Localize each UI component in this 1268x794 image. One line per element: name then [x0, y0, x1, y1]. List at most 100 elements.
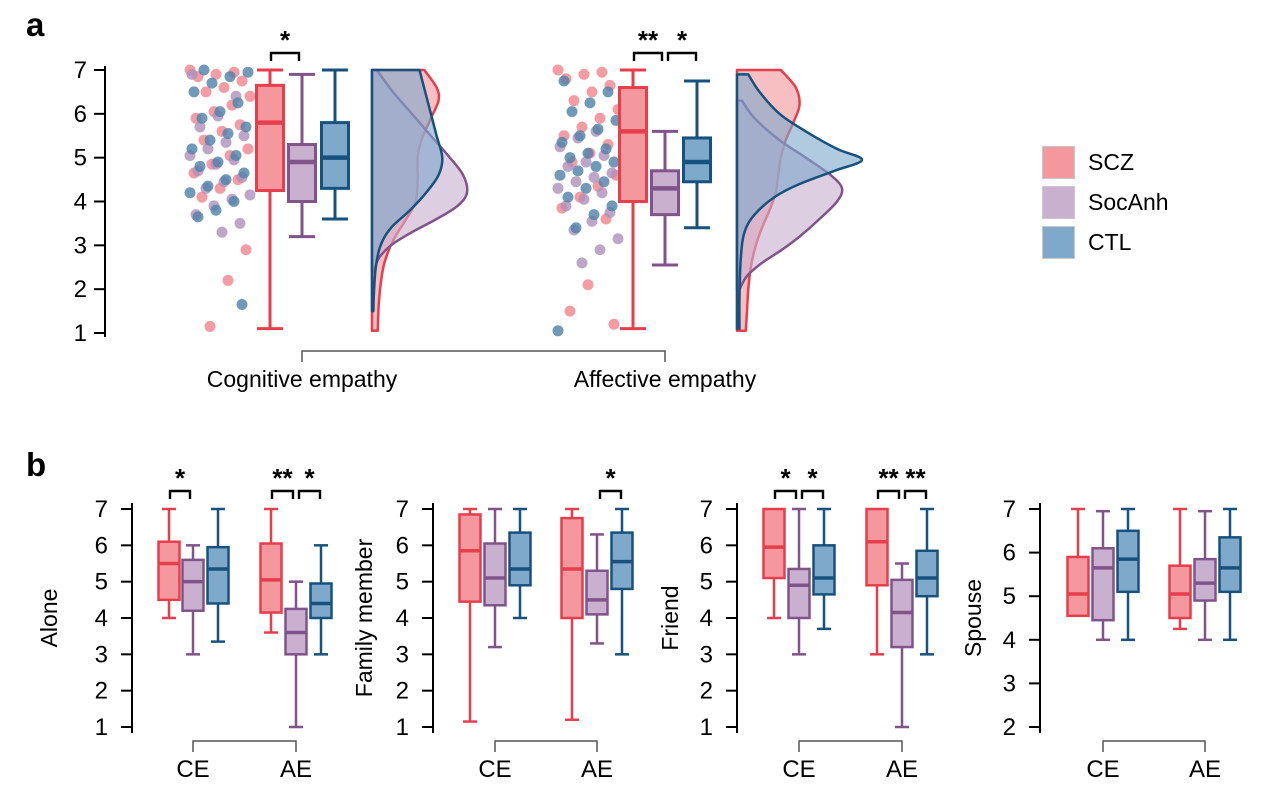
y-tick-label: 5 [74, 145, 87, 172]
data-point-CTL [236, 299, 248, 311]
sig-bracket-line [297, 489, 322, 499]
box-iqr [812, 544, 836, 596]
data-point-CTL [194, 160, 206, 172]
panel-a-label: a [26, 6, 45, 43]
box-iqr [206, 545, 230, 605]
box-iqr [1168, 564, 1192, 620]
box-iqr [309, 582, 333, 620]
legend-swatch-scz [1042, 146, 1075, 179]
significance-bracket: * [666, 25, 698, 61]
data-point-CTL [606, 200, 618, 212]
y-tick-label: 6 [396, 532, 409, 559]
y-tick-label: 4 [95, 605, 108, 632]
y-tick-label: 4 [74, 189, 87, 216]
boxplot-SocAnh-Affective empathy [650, 129, 680, 267]
data-point-CTL [186, 143, 198, 155]
data-point-CTL [242, 66, 254, 78]
x-category-label-ce: CE [478, 756, 511, 783]
box-iqr [865, 507, 889, 587]
data-point-CTL [602, 86, 614, 98]
sig-bracket-line [773, 489, 798, 499]
significance-bracket: * [800, 463, 825, 499]
data-point-CTL [556, 136, 568, 148]
boxplot-SocAnh-AE-Spouse [1193, 509, 1217, 642]
data-point-CTL [238, 167, 250, 179]
panel-a-category-affective: ** * [552, 25, 864, 337]
data-point-SCZ [236, 75, 248, 87]
y-tick-label: 7 [396, 496, 409, 523]
x-category-label-ce: CE [176, 756, 209, 783]
panel-a-category-cognitive: * [184, 25, 469, 333]
data-point-CTL [588, 209, 600, 221]
box-iqr [508, 531, 532, 587]
significance-bracket: ** [270, 463, 295, 499]
data-point-CTL [204, 134, 216, 146]
legend-item-socanh: SocAnh [1042, 186, 1169, 219]
data-point-SCZ [594, 112, 606, 124]
data-point-SocAnh [594, 244, 606, 256]
data-point-SCZ [582, 279, 594, 291]
boxplot-SocAnh-Cognitive empathy [287, 72, 317, 239]
data-point-CTL [600, 143, 612, 155]
y-tick-label: 1 [396, 714, 409, 741]
sig-label: * [304, 463, 315, 493]
data-point-CTL [574, 130, 586, 142]
category-axis-bracket [798, 740, 903, 752]
box-iqr [1066, 555, 1090, 618]
x-category-label-ae: AE [1189, 756, 1221, 783]
y-axis: 2 3 4 5 6 7 [1003, 496, 1041, 741]
boxplot-SocAnh-AE-Family member [585, 533, 609, 645]
data-point-SCZ [552, 64, 564, 76]
data-point-SCZ [576, 121, 588, 133]
data-point-CTL [562, 191, 574, 203]
x-category-label-ae: AE [581, 756, 613, 783]
data-point-CTL [212, 156, 224, 168]
x-category-label-ce: CE [1086, 756, 1119, 783]
data-point-CTL [188, 86, 200, 98]
boxplot-SCZ-Affective empathy [618, 68, 648, 331]
data-point-SocAnh [580, 156, 592, 168]
data-point-SCZ [204, 320, 216, 332]
box-iqr [618, 86, 648, 203]
y-axis-title: Spouse [960, 579, 986, 657]
data-point-CTL [228, 196, 240, 207]
data-point-CTL [192, 211, 204, 223]
data-point-SCZ [210, 68, 222, 80]
data-point-SocAnh [606, 167, 618, 179]
data-point-SocAnh [194, 121, 206, 133]
data-point-SCZ [596, 66, 608, 78]
y-tick-label: 5 [95, 569, 108, 596]
data-point-CTL [196, 112, 208, 124]
x-category-label-ce: CE [782, 756, 815, 783]
boxplot-CTL-CE-Spouse [1116, 507, 1140, 642]
sig-label: ** [638, 25, 659, 55]
data-point-SocAnh [216, 226, 228, 238]
data-point-SocAnh [576, 257, 588, 269]
panel-b-label: b [26, 446, 47, 483]
boxplot-SCZ-AE-Spouse [1168, 507, 1192, 631]
data-point-CTL [572, 165, 584, 177]
boxplot-CTL-AE-Friend [915, 507, 939, 656]
y-tick-label: 4 [700, 605, 713, 632]
x-category-label-ae: AE [280, 756, 312, 783]
boxplot-CTL-CE-Alone [206, 507, 230, 643]
boxplot-SocAnh-AE-Friend [890, 562, 914, 729]
sig-bracket-line [598, 489, 623, 499]
data-point-SCZ [568, 95, 580, 107]
sig-bracket-line [270, 489, 295, 499]
x-category-label: Affective empathy [574, 366, 757, 392]
y-tick-label: 7 [1003, 496, 1016, 523]
data-point-CTL [184, 187, 196, 199]
category-axis-bracket [192, 740, 297, 752]
panel-a-y-axis: 1 2 3 4 5 6 7 [74, 57, 106, 347]
data-point-SCZ [218, 82, 230, 94]
data-point-SocAnh [244, 189, 256, 201]
sig-bracket-line [800, 489, 825, 499]
sig-label: * [807, 463, 818, 493]
data-point-SocAnh [186, 68, 198, 80]
data-point-CTL [598, 176, 610, 188]
category-axis-bracket [301, 350, 666, 362]
y-axis-title: Alone [36, 589, 62, 648]
